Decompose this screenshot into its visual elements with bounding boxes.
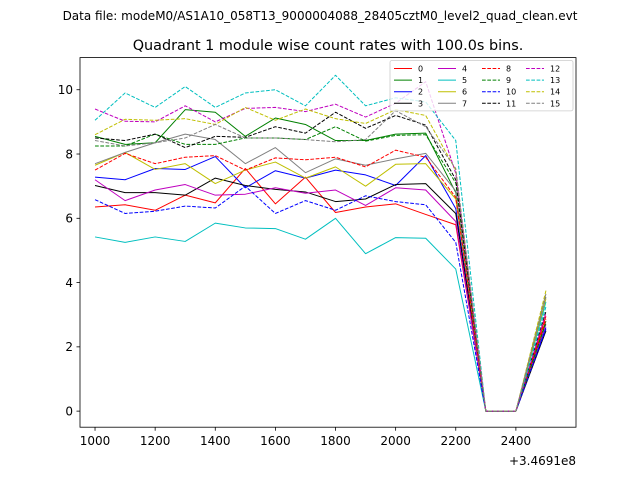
y-axis: 0 2 4 6 8 10 [58, 83, 80, 418]
chart-title: Quadrant 1 module wise count rates with … [133, 38, 524, 54]
legend-label-13: 13 [550, 76, 560, 85]
series-line-9 [95, 126, 547, 412]
x-tick-label: 2000 [380, 434, 411, 448]
y-tick-label: 6 [65, 212, 73, 226]
y-tick-label: 10 [58, 83, 73, 97]
legend-label-8: 8 [506, 65, 511, 74]
x-tick-label: 1200 [140, 434, 171, 448]
x-axis: 1000 1200 1400 1600 1800 2000 2200 2400 [80, 427, 531, 448]
legend-label-11: 11 [506, 99, 516, 108]
series-line-4 [94, 179, 547, 412]
x-tick-label: 1600 [260, 434, 291, 448]
x-offset-label: +3.4691e8 [509, 454, 576, 468]
x-tick-label: 1400 [200, 434, 231, 448]
series-layer [94, 74, 547, 412]
legend-box [389, 60, 574, 112]
legend-label-10: 10 [506, 88, 516, 97]
series-line-12 [94, 81, 547, 412]
axes-frame [79, 57, 577, 428]
legend-label-6: 6 [462, 88, 467, 97]
legend-label-14: 14 [550, 88, 560, 97]
legend-label-15: 15 [550, 99, 560, 108]
x-tick-label: 1800 [320, 434, 351, 448]
series-line-15 [94, 110, 547, 412]
y-tick-label: 2 [65, 340, 73, 354]
x-tick-label: 2400 [501, 434, 532, 448]
figure-suptitle: Data file: modeM0/AS1A10_058T13_90000040… [63, 9, 578, 23]
legend-label-2: 2 [418, 88, 423, 97]
x-tick-label: 2200 [440, 434, 471, 448]
y-tick-label: 4 [65, 276, 73, 290]
legend-label-3: 3 [418, 99, 423, 108]
plot-area [80, 57, 576, 428]
series-line-13 [94, 74, 547, 412]
y-tick-label: 0 [65, 404, 73, 418]
series-line-3 [94, 177, 547, 412]
x-tick-label: 1000 [80, 434, 111, 448]
legend-label-5: 5 [462, 76, 467, 85]
series-line-8 [94, 149, 547, 412]
legend-label-1: 1 [418, 76, 423, 85]
legend-label-9: 9 [506, 76, 511, 85]
legend-label-12: 12 [550, 65, 560, 74]
legend-label-7: 7 [462, 99, 467, 108]
series-line-10 [94, 185, 547, 412]
legend-label-4: 4 [462, 65, 467, 74]
legend-label-0: 0 [418, 65, 423, 74]
y-tick-label: 8 [65, 147, 73, 161]
series-line-5 [94, 217, 547, 412]
